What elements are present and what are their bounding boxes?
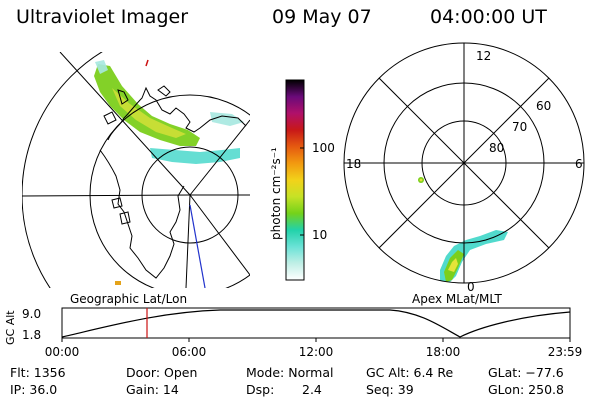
left-panel-label: Geographic Lat/Lon <box>70 292 188 306</box>
time-label: 04:00:00 UT <box>430 6 547 28</box>
ip-value: IP: 36.0 <box>10 382 58 397</box>
door-status: Door: Open <box>126 365 198 380</box>
aurora-emission-main <box>94 64 200 146</box>
timeline-ymin: 1.8 <box>22 328 41 342</box>
timeline-frame <box>61 307 571 339</box>
altitude-timeline: 9.0 1.8 GC Alt 00:00 06:00 12:00 18:00 2… <box>4 307 582 359</box>
geo-latitude: GLat: −77.6 <box>488 365 564 380</box>
time-label-1: 06:00 <box>172 345 207 359</box>
mlt-label-6: 6 <box>575 157 583 171</box>
aurora-oval-bright <box>448 258 458 272</box>
time-label-2: 12:00 <box>299 345 334 359</box>
mlat-label-70: 70 <box>512 120 527 134</box>
timeline-ylabel: GC Alt <box>4 310 17 345</box>
mode-status: Mode: Normal <box>246 365 334 380</box>
colorbar: 100 10 photon cm⁻²s⁻¹ <box>269 79 335 281</box>
geographic-map <box>22 52 250 288</box>
meridian-line <box>59 52 191 196</box>
altitude-curve <box>61 309 571 338</box>
satellite-track <box>189 204 206 288</box>
colorbar-rect <box>285 79 305 281</box>
flight-number: Flt: 1356 <box>10 365 66 380</box>
aurora-spot-center <box>419 178 423 182</box>
mlat-label-60: 60 <box>536 99 551 113</box>
date-label: 09 May 07 <box>272 6 372 28</box>
dsp-value: 2.4 <box>302 382 322 397</box>
aurora-emission-tail <box>150 148 240 164</box>
meridian-line <box>189 194 250 276</box>
aurora-speck <box>115 281 121 285</box>
timeline-ymax: 9.0 <box>22 307 41 321</box>
coastline <box>99 85 247 279</box>
geo-longitude: GLon: 250.8 <box>488 382 564 397</box>
meridian-line <box>185 194 191 288</box>
colorbar-tick-label-10: 10 <box>312 228 327 242</box>
dsp-label: Dsp: <box>246 382 275 397</box>
meridian-line <box>189 119 250 196</box>
gc-altitude: GC Alt: 6.4 Re <box>366 365 454 380</box>
mlt-line-diag <box>378 77 550 249</box>
meridian-line <box>22 194 191 197</box>
mlt-label-0: 0 <box>467 280 475 294</box>
right-panel-label: Apex MLat/MLT <box>412 292 502 306</box>
colorbar-tick-label-100: 100 <box>312 141 335 155</box>
apex-polar-plot: 12 18 6 0 60 70 80 <box>343 42 585 294</box>
instrument-title: Ultraviolet Imager <box>16 6 189 28</box>
mlat-label-80: 80 <box>489 141 504 155</box>
mlt-label-12: 12 <box>476 49 491 63</box>
time-label-3: 18:00 <box>426 345 461 359</box>
aurora-emission-fringe <box>95 60 244 126</box>
colorbar-title: photon cm⁻²s⁻¹ <box>269 147 283 240</box>
mlt-label-18: 18 <box>346 157 361 171</box>
gain-value: Gain: 14 <box>126 382 179 397</box>
aurora-oval-emission <box>440 230 508 283</box>
time-label-4: 23:59 <box>548 345 583 359</box>
aurora-emission-core <box>112 88 186 138</box>
sequence-number: Seq: 39 <box>366 382 414 397</box>
time-label-0: 00:00 <box>45 345 80 359</box>
local-time-marker <box>145 59 149 67</box>
lat-circle-middle <box>89 94 250 288</box>
